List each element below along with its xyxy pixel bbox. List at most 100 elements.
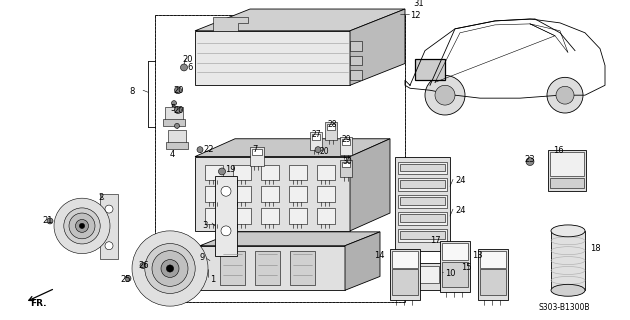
Circle shape [69,213,95,239]
Bar [340,160,352,177]
Bar [550,178,584,188]
Circle shape [161,260,179,277]
Text: 20: 20 [173,86,183,95]
Circle shape [152,251,188,286]
Bar [261,164,279,180]
Bar [390,249,420,300]
Bar [310,132,322,150]
Polygon shape [195,9,405,31]
Text: 31: 31 [413,0,423,8]
Polygon shape [195,31,350,85]
Text: 10: 10 [445,268,455,277]
Bar [100,194,118,259]
Bar [233,164,251,180]
Text: 20: 20 [320,147,329,156]
Text: 14: 14 [374,251,385,260]
Bar [480,251,506,268]
Polygon shape [350,139,390,231]
Polygon shape [195,139,390,156]
Bar [289,164,307,180]
Polygon shape [345,232,380,290]
Circle shape [47,218,53,224]
Text: 13: 13 [472,251,483,260]
Text: 15: 15 [462,262,472,272]
Circle shape [125,276,131,281]
Circle shape [175,124,180,128]
Text: 30: 30 [342,156,352,165]
Bar [398,212,447,225]
Bar [480,269,506,295]
Circle shape [175,87,181,94]
Bar [317,186,335,202]
Bar [261,186,279,202]
Text: 25: 25 [120,276,130,284]
Bar [550,152,584,176]
Bar [163,119,185,126]
Bar [233,208,251,224]
Circle shape [171,100,176,106]
Circle shape [221,186,231,196]
Polygon shape [200,246,345,290]
Text: 26: 26 [138,260,149,269]
Text: 12: 12 [410,11,420,20]
Bar [250,147,264,166]
Bar [400,214,445,222]
Bar [413,266,439,283]
Text: S303-B1300B: S303-B1300B [539,303,590,312]
Bar [215,176,237,256]
Text: 18: 18 [590,244,600,253]
Bar [166,142,188,149]
Bar [220,251,245,285]
Text: 22: 22 [203,145,214,154]
Text: 23: 23 [524,155,535,164]
Text: 4: 4 [170,150,175,159]
Bar [317,164,335,180]
Ellipse shape [551,225,585,237]
Bar [342,162,350,167]
Circle shape [181,64,188,71]
Bar [392,251,418,268]
Bar [342,139,350,145]
Text: 2: 2 [98,193,103,202]
Circle shape [425,76,465,115]
Bar [398,162,447,174]
Bar [398,178,447,191]
Text: 24: 24 [455,176,466,185]
Bar [168,130,186,148]
Circle shape [105,205,113,213]
Text: 24: 24 [455,206,466,215]
Bar [442,243,468,260]
Bar [410,262,442,290]
Bar [255,251,280,285]
Polygon shape [350,41,362,51]
Text: 8: 8 [130,87,135,96]
Polygon shape [350,56,362,66]
Text: 6: 6 [187,62,192,71]
Bar [400,180,445,188]
Bar [205,186,223,202]
Text: 7: 7 [252,145,258,154]
Text: 20: 20 [173,106,183,115]
Circle shape [76,220,88,232]
Text: 9: 9 [200,253,205,262]
Circle shape [547,77,583,113]
Circle shape [526,157,534,165]
Bar [289,186,307,202]
Text: 3: 3 [203,221,208,230]
Bar [155,15,405,302]
Circle shape [140,262,146,268]
Text: 16: 16 [553,146,564,155]
Bar [290,251,315,285]
Bar [551,231,585,290]
Circle shape [435,85,455,105]
Bar [400,197,445,205]
Bar [440,241,470,292]
Bar [400,231,445,239]
Bar [252,149,262,155]
Circle shape [556,86,574,104]
Circle shape [221,226,231,236]
Bar [442,261,468,287]
Bar [317,208,335,224]
Text: 27: 27 [312,130,322,139]
Text: 29: 29 [342,135,352,144]
